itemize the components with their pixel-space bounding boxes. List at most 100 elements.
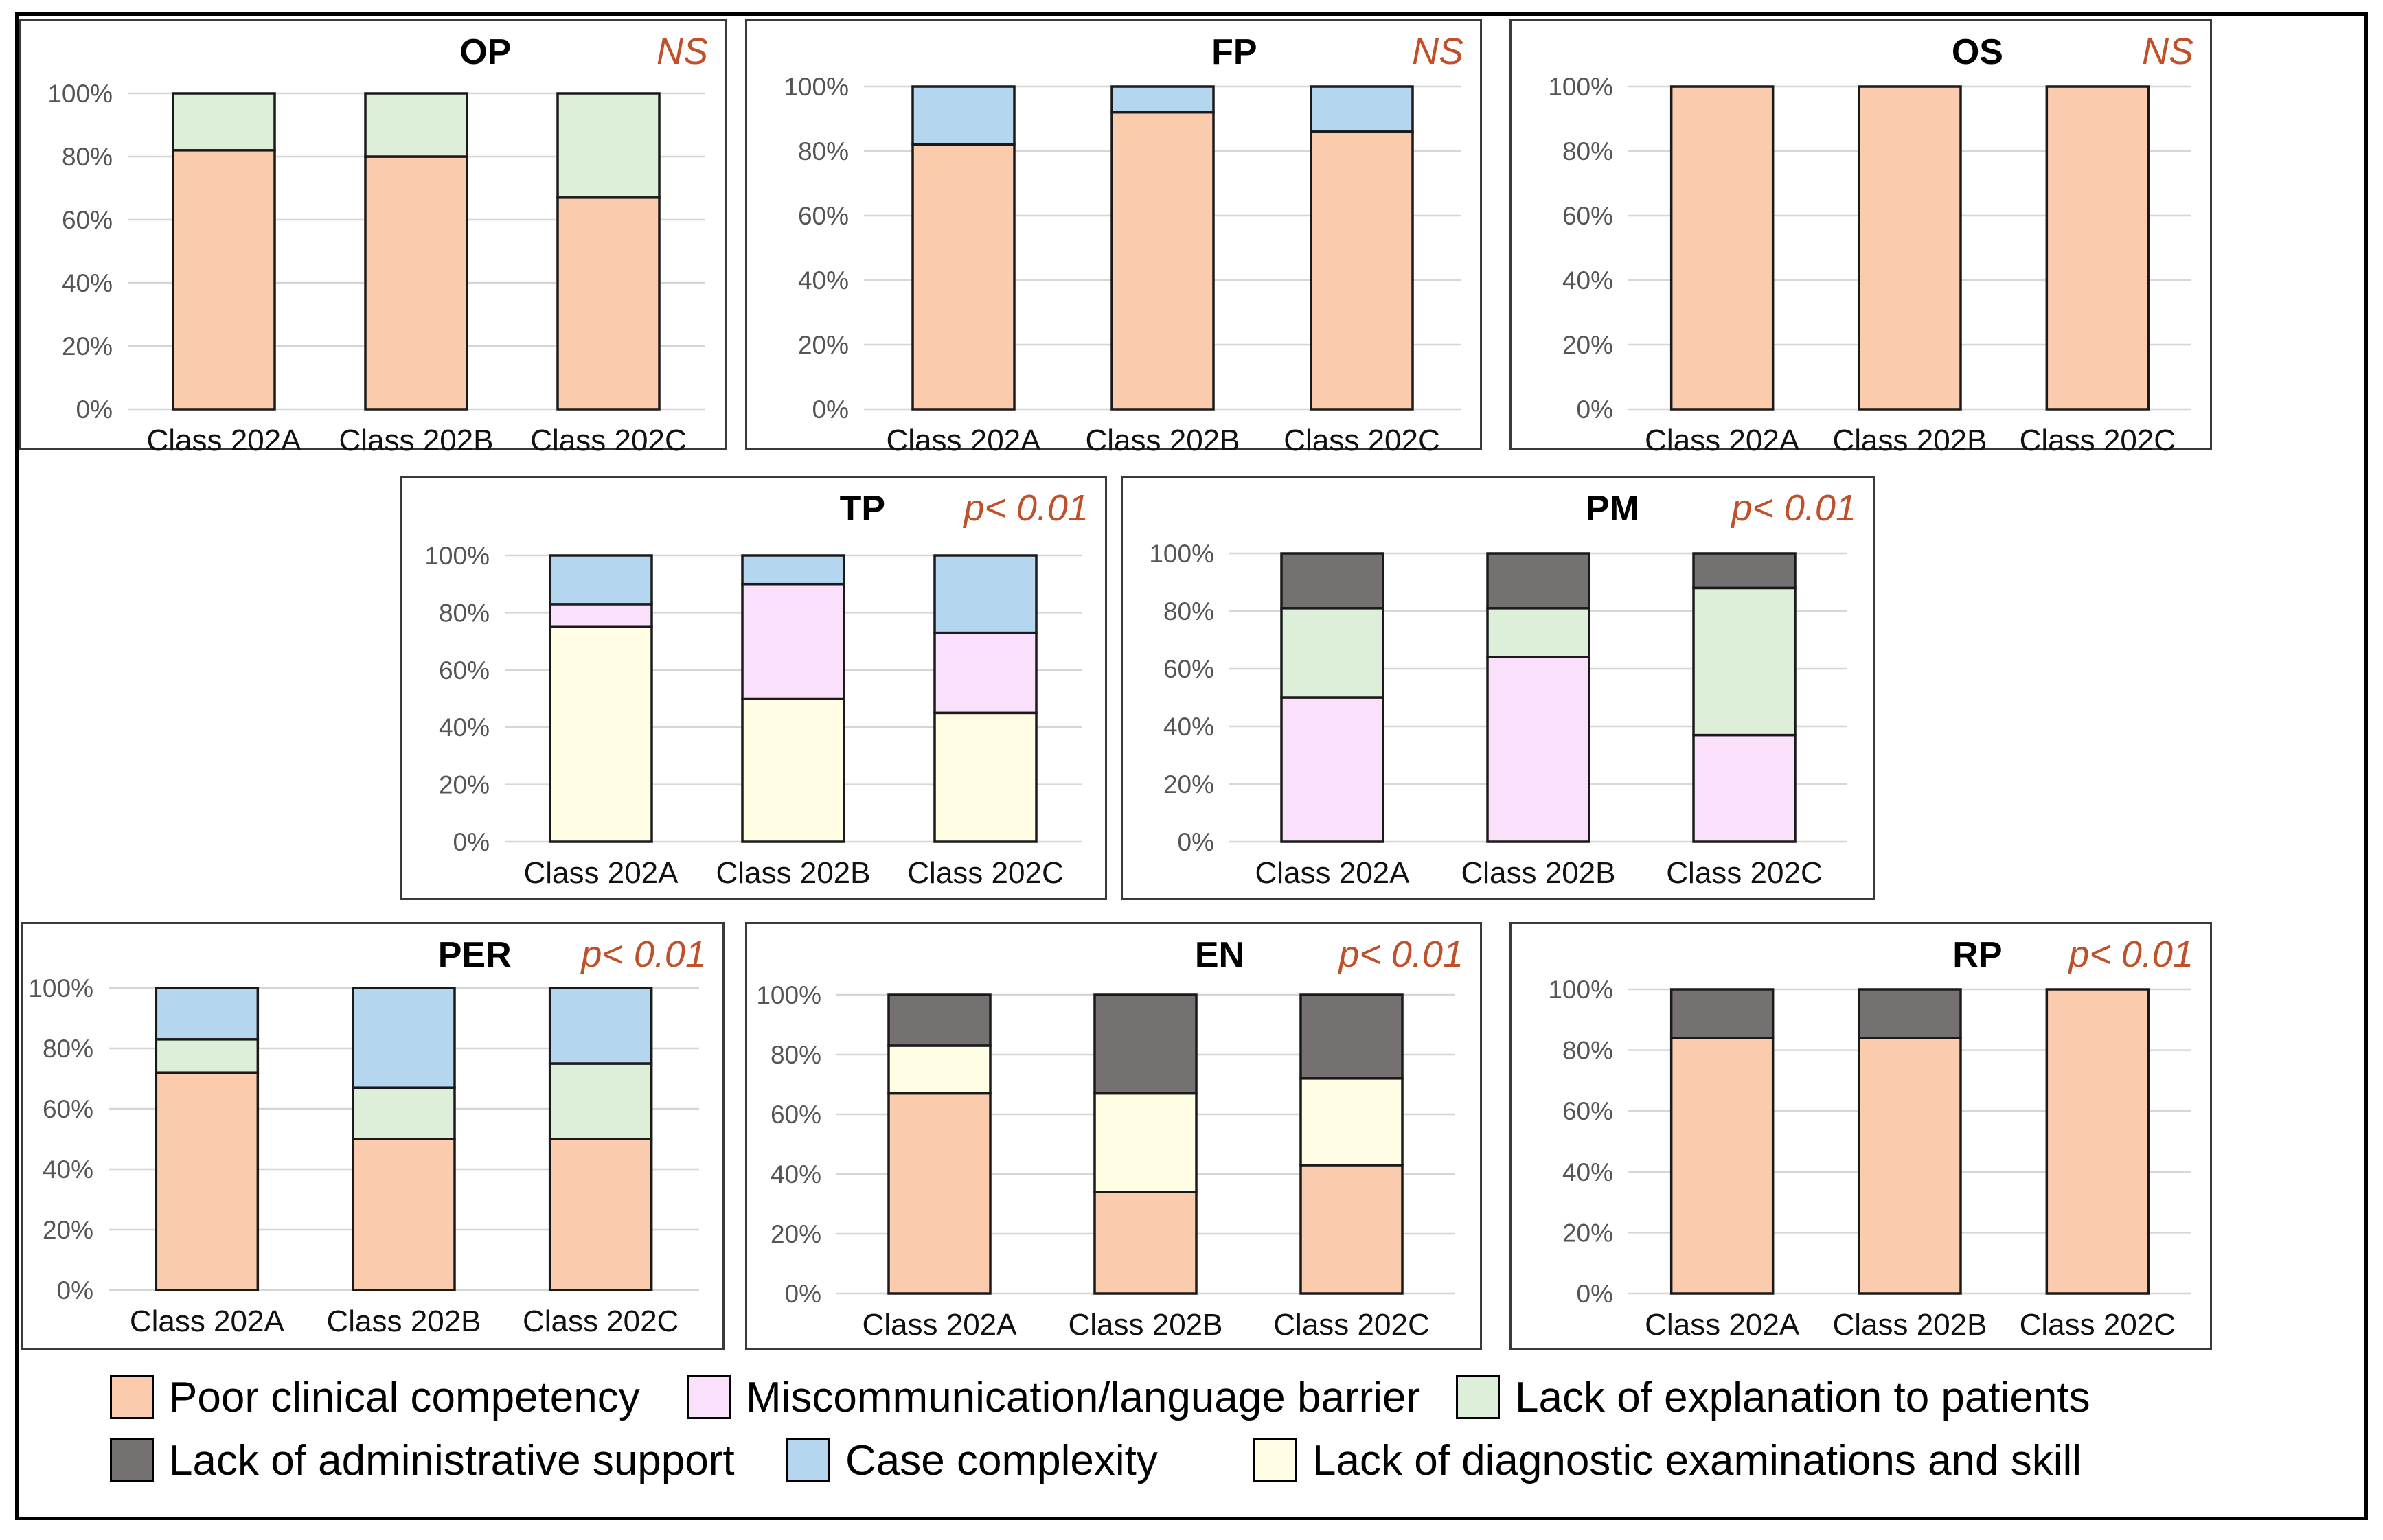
x-tick-label: Class 202A xyxy=(130,1305,285,1338)
chart-svg-tp: 0% 20% 40% 60% 80% 100% Class 202A Class 202B Cl… xyxy=(424,487,1088,890)
bar-segment-case_complexity xyxy=(1310,85,1414,133)
chart-svg-op: 0% 20% 40% 60% 80% 100% Class 202A Class 202B Cl… xyxy=(47,31,708,452)
x-tick-label: Class 202C xyxy=(2020,424,2176,452)
bar-segment-poor_clinical xyxy=(1299,1164,1404,1295)
bar-segment-poor_clinical xyxy=(556,196,661,411)
y-tick-label: 80% xyxy=(62,143,113,171)
bar-segment-poor_clinical xyxy=(1669,85,1775,411)
y-tick-label: 60% xyxy=(62,206,113,234)
y-tick-label: 100% xyxy=(784,73,849,101)
bar-segment-miscommunication xyxy=(1692,733,1797,843)
bar-segment-case_complexity xyxy=(933,554,1038,634)
y-tick-label: 0% xyxy=(57,1276,93,1305)
bar-segment-case_complexity xyxy=(548,987,653,1065)
chart-panel-per: 0% 20% 40% 60% 80% 100% Class 202A Class 202B Cl… xyxy=(21,922,725,1350)
chart-title: PER xyxy=(438,935,512,975)
x-tick-label: Class 202B xyxy=(1085,424,1240,452)
bar-segment-lack_admin xyxy=(887,993,992,1047)
x-tick-label: Class 202C xyxy=(523,1305,679,1338)
legend-item-lack-admin: Lack of administrative support xyxy=(110,1429,735,1491)
y-tick-label: 60% xyxy=(439,656,490,685)
chart-panel-op: 0% 20% 40% 60% 80% 100% Class 202A Class 202B Cl… xyxy=(19,19,727,452)
legend-swatch-miscommunication xyxy=(687,1375,731,1419)
bar-segment-lack_diagnostic xyxy=(887,1044,992,1095)
x-tick-label: Class 202C xyxy=(907,856,1063,890)
bar-segment-lack_diagnostic xyxy=(1299,1077,1404,1167)
legend-label-case-complexity: Case complexity xyxy=(845,1436,1158,1484)
bar-segment-lack_explanation xyxy=(352,1086,456,1140)
x-tick-label: Class 202C xyxy=(2020,1308,2176,1342)
y-tick-label: 40% xyxy=(43,1156,93,1184)
significance-label: p< 0.01 xyxy=(1730,487,1856,529)
x-tick-label: Class 202C xyxy=(1284,424,1439,452)
bar-segment-poor_clinical xyxy=(1093,1191,1198,1295)
chart-svg-rp: 0% 20% 40% 60% 80% 100% Class 202A Class 202B Cl… xyxy=(1548,934,2193,1342)
y-tick-label: 100% xyxy=(424,542,490,570)
chart-panel-en: 0% 20% 40% 60% 80% 100% Class 202A Class 202B Cl… xyxy=(745,922,1482,1350)
legend-label-lack-diagnostic: Lack of diagnostic examinations and skil… xyxy=(1312,1436,2082,1484)
bar-segment-lack_admin xyxy=(1692,552,1797,590)
y-tick-label: 0% xyxy=(1577,1280,1613,1308)
bar-segment-lack_explanation xyxy=(1486,607,1590,658)
chart-svg-pm: 0% 20% 40% 60% 80% 100% Class 202A Class 202B Cl… xyxy=(1149,487,1856,890)
y-tick-label: 20% xyxy=(1562,1219,1613,1247)
legend-item-poor-clinical: Poor clinical competency xyxy=(110,1366,640,1428)
x-tick-label: Class 202A xyxy=(1255,856,1410,890)
chart-panel-pm: 0% 20% 40% 60% 80% 100% Class 202A Class 202B Cl… xyxy=(1121,476,1875,900)
chart-title: EN xyxy=(1195,935,1244,975)
bar-segment-poor_clinical xyxy=(1858,1037,1962,1295)
y-tick-label: 100% xyxy=(28,974,93,1002)
bar-segment-lack_admin xyxy=(1280,552,1384,610)
chart-svg-per: 0% 20% 40% 60% 80% 100% Class 202A Class 202B Cl… xyxy=(28,934,706,1338)
x-tick-label: Class 202A xyxy=(523,856,679,890)
bar-segment-lack_admin xyxy=(1093,993,1198,1095)
bar-segment-lack_explanation xyxy=(155,1038,260,1074)
y-tick-label: 20% xyxy=(439,771,490,799)
y-tick-label: 80% xyxy=(1562,1037,1613,1065)
x-tick-label: Class 202B xyxy=(1461,856,1615,890)
bar-segment-miscommunication xyxy=(549,603,653,628)
x-tick-label: Class 202C xyxy=(1666,856,1822,890)
bar-segment-miscommunication xyxy=(933,631,1038,715)
bar-segment-poor_clinical xyxy=(172,149,276,411)
y-tick-label: 80% xyxy=(1562,137,1613,165)
y-tick-label: 60% xyxy=(1562,1097,1613,1125)
x-tick-label: Class 202A xyxy=(146,424,301,452)
y-tick-label: 20% xyxy=(771,1220,821,1248)
bar-segment-poor_clinical xyxy=(1110,111,1215,411)
y-tick-label: 0% xyxy=(1178,828,1214,856)
bar-segment-poor_clinical xyxy=(352,1138,456,1291)
x-tick-label: Class 202B xyxy=(1832,424,1987,452)
bar-segment-lack_admin xyxy=(1486,552,1590,610)
significance-label: NS xyxy=(2142,31,2193,72)
y-tick-label: 40% xyxy=(771,1160,821,1188)
y-tick-label: 20% xyxy=(1562,331,1613,359)
y-tick-label: 40% xyxy=(798,266,849,295)
bar-segment-lack_admin xyxy=(1669,988,1775,1039)
x-tick-label: Class 202B xyxy=(716,856,870,890)
bar-segment-case_complexity xyxy=(911,85,1016,146)
legend-swatch-lack-explanation xyxy=(1456,1375,1500,1419)
y-tick-label: 20% xyxy=(62,332,113,360)
y-tick-label: 60% xyxy=(43,1095,93,1123)
x-tick-label: Class 202C xyxy=(530,424,686,452)
significance-label: p< 0.01 xyxy=(962,487,1088,529)
y-tick-label: 0% xyxy=(76,395,113,424)
chart-title: RP xyxy=(1952,935,2002,975)
bar-segment-poor_clinical xyxy=(548,1138,653,1291)
significance-label: p< 0.01 xyxy=(1337,934,1463,975)
legend: Poor clinical competency Miscommunicatio… xyxy=(110,1366,2307,1510)
y-tick-label: 0% xyxy=(812,395,849,424)
legend-item-lack-explanation: Lack of explanation to patients xyxy=(1456,1366,2090,1428)
y-tick-label: 0% xyxy=(1577,395,1613,424)
bar-segment-poor_clinical xyxy=(1310,130,1414,411)
x-tick-label: Class 202B xyxy=(1068,1308,1222,1342)
y-tick-label: 40% xyxy=(1562,266,1613,295)
x-tick-label: Class 202A xyxy=(1645,1308,1800,1342)
bar-segment-lack_diagnostic xyxy=(549,625,653,843)
chart-svg-fp: 0% 20% 40% 60% 80% 100% Class 202A Class 202B Cl… xyxy=(784,31,1463,452)
significance-label: NS xyxy=(657,31,708,72)
x-tick-label: Class 202B xyxy=(1832,1308,1987,1342)
bar-segment-lack_explanation xyxy=(172,92,276,152)
bar-segment-poor_clinical xyxy=(2045,988,2150,1295)
